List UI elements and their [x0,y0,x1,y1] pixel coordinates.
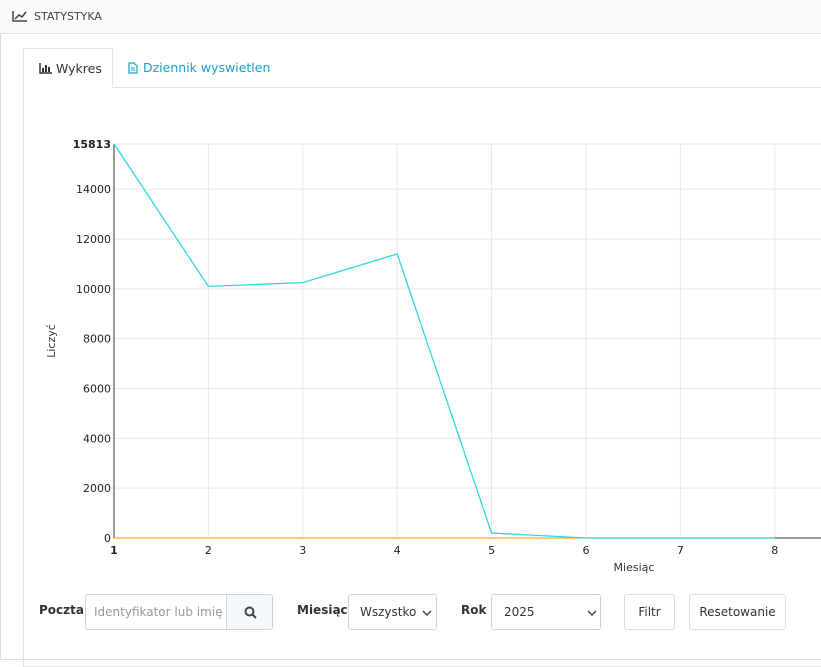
email-label: Poczta [39,603,84,617]
month-label: Miesiąc [297,603,348,617]
y-tick-label: 2000 [83,482,111,495]
y-tick-label: 12000 [76,233,111,246]
search-button[interactable] [226,594,273,630]
tab-label: Dziennik wyswietlen [143,60,271,75]
month-select[interactable]: Wszystko [348,594,437,630]
panel-header: STATYSTYKA [0,0,821,34]
series-line [113,143,775,539]
y-tick-label: 15813 [73,138,111,151]
x-tick-label: 4 [394,544,401,557]
tab-label: Wykres [56,61,102,76]
chart-icon [12,11,27,22]
y-tick-label: 0 [104,532,111,545]
chevron [587,610,597,617]
y-tick-label: 10000 [76,283,111,296]
y-tick-label: 8000 [83,333,111,346]
x-tick-label: 2 [205,544,212,557]
select-value: Wszystko [360,605,417,619]
y-tick-label: 6000 [83,383,111,396]
year-label: Rok [461,603,487,617]
bar-icon [39,63,52,74]
y-axis-label: Liczyć [45,324,58,358]
search-icon [244,606,257,619]
email-input[interactable]: Identyfikator lub imię i r [85,594,227,630]
tab-log[interactable]: Dziennik wyswietlen [126,48,270,88]
x-tick-label: 8 [771,544,778,557]
tab-chart[interactable]: Wykres [23,48,113,88]
x-tick-label: 1 [110,544,118,557]
reset-button[interactable]: Resetowanie [689,594,786,630]
y-tick-label: 4000 [83,432,111,445]
chevron [422,610,432,617]
select-value: 2025 [504,605,535,619]
x-tick-label: 5 [488,544,495,557]
y-tick-label: 14000 [76,183,111,196]
file-icon [128,62,138,74]
year-select[interactable]: 2025 [491,594,601,630]
panel-title: STATYSTYKA [34,10,102,23]
x-axis-label: Miesiąc [614,561,655,574]
x-tick-label: 7 [677,544,684,557]
x-tick-label: 6 [582,544,589,557]
x-tick-label: 3 [299,544,306,557]
filter-button[interactable]: Filtr [624,594,675,630]
chart: 0 2000 4000 6000 8000 10000 12000 14000 15813 1 2 3… [45,138,821,574]
